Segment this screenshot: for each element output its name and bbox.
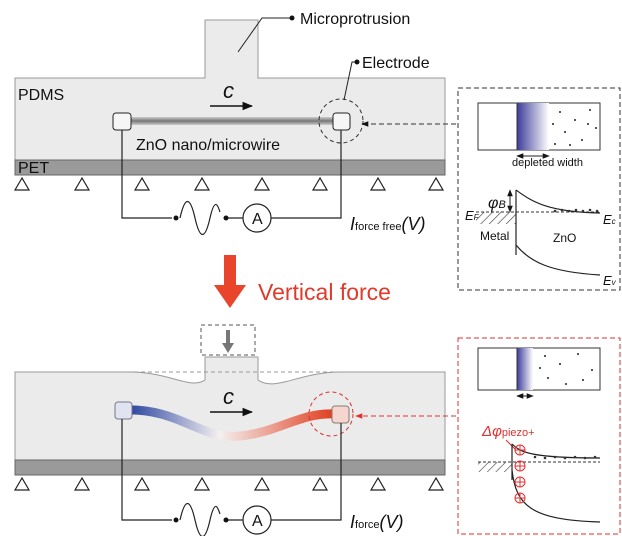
barrier-label: φB [488,195,506,212]
top-panel: c ZnO nano/microwire PDMS PET Microprotr… [15,11,456,235]
current-label: Iforce(V) [350,512,403,532]
ammeter-label: A [252,211,263,228]
force-arrow [214,255,246,308]
bottom-panel: c A Iforce(V) [15,325,456,536]
current-label: Iforce free(V) [350,214,425,234]
barrier-subscript: B [498,199,505,211]
microprotrusion-label: Microprotrusion [300,11,410,28]
velocity-label: c [223,384,234,409]
delta-phi-label: Δφpiezo+ [481,423,535,440]
fermi-label: EF [465,208,480,223]
diagram: c ZnO nano/microwire PDMS PET Microprotr… [0,0,622,536]
velocity-label: c [223,78,234,103]
current-suffix: (V) [401,214,425,234]
electrode-label: Electrode [362,55,430,72]
transition-label: Vertical force [258,279,391,305]
wire-label: ZnO nano/microwire [136,137,280,154]
valence-subscript: v [612,278,617,287]
current-subscript: force [355,519,379,531]
zno-label: ZnO [553,231,576,245]
current-subscript: force free [355,221,401,233]
fermi-symbol: E [465,208,474,223]
valence-label: Ev [603,273,617,288]
band-diagram-bottom: Δφpiezo+ [458,338,620,534]
delta-phi-symbol: Δφ [481,423,502,440]
barrier-symbol: φ [488,195,498,212]
current-suffix: (V) [379,512,403,532]
delta-phi-subscript: piezo+ [502,427,535,439]
ammeter-label: A [252,513,263,530]
depleted-width-label: depleted width [512,157,583,169]
conduction-symbol: E [603,212,612,227]
valence-symbol: E [603,273,612,288]
conduction-label: Ec [603,212,616,227]
metal-label: Metal [480,229,509,243]
pet-label: PET [18,160,49,177]
conduction-subscript: c [612,217,616,226]
pdms-label: PDMS [18,87,64,104]
band-diagram-top: depleted width φB EF Ec Ev Metal ZnO [458,88,620,290]
